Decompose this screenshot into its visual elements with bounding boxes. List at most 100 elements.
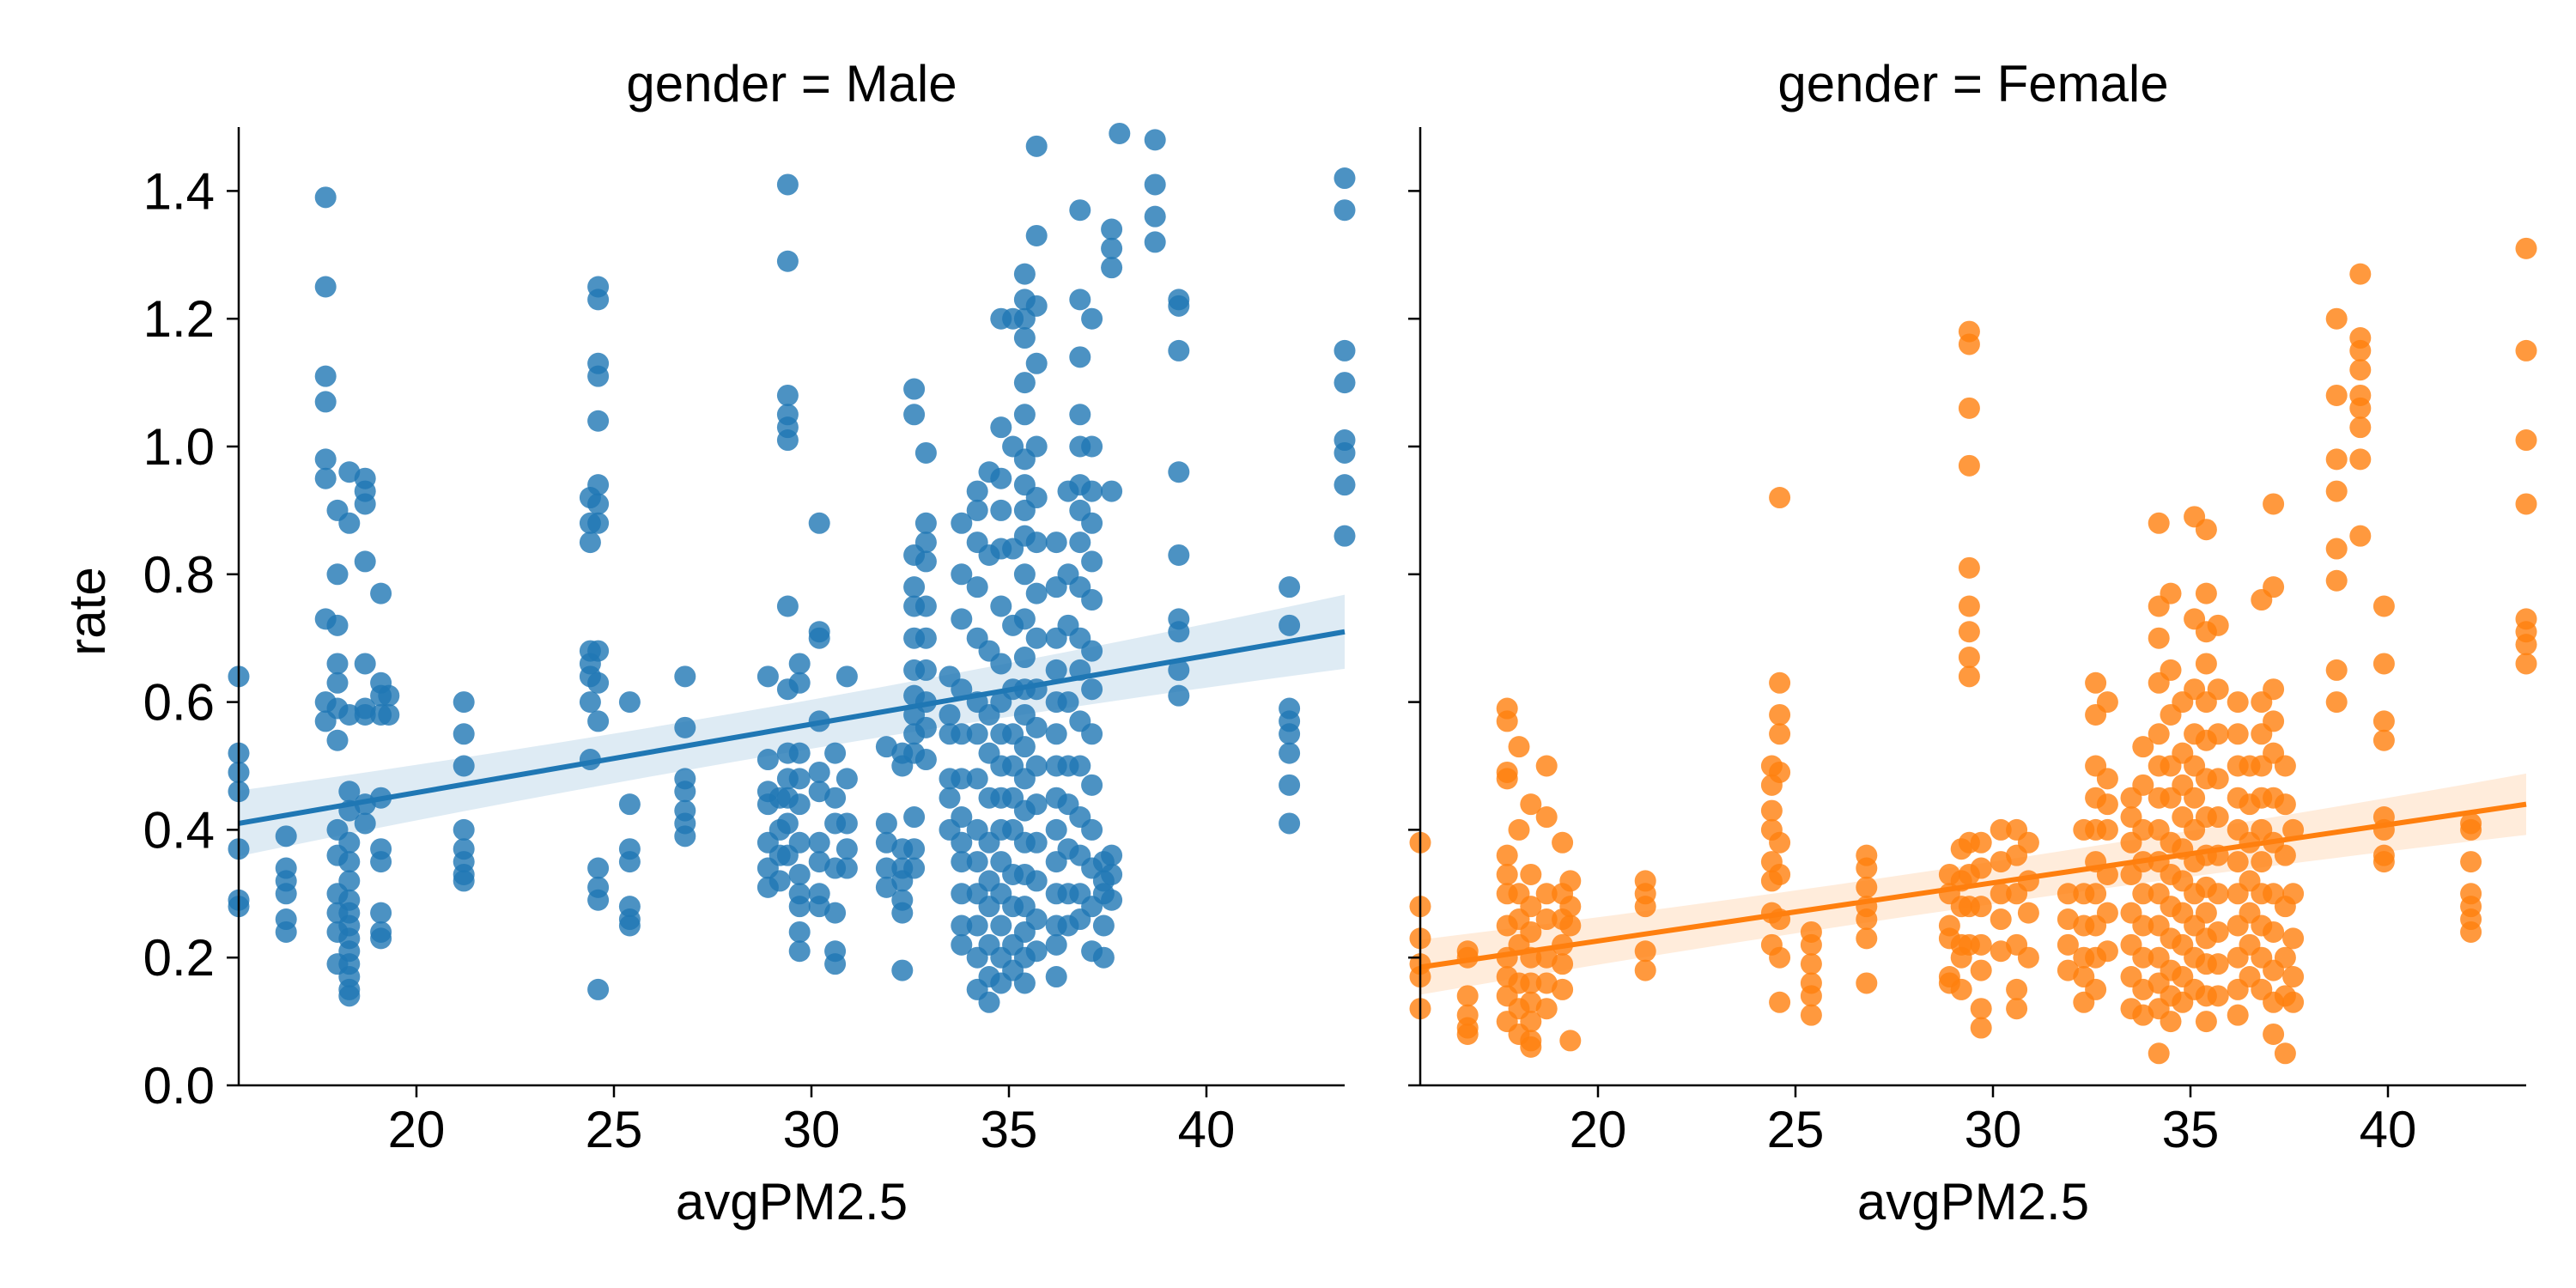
scatter-point [1970,933,1992,956]
scatter-point [951,512,973,534]
scatter-point [2096,768,2118,790]
scatter-point [618,691,641,714]
scatter-point [1958,647,1980,669]
scatter-point [2349,448,2372,471]
scatter-point [1552,831,1574,854]
scatter-point [453,818,475,841]
scatter-point [587,857,610,879]
scatter-point [1970,1017,1992,1039]
scatter-point [903,378,926,400]
panel-title-female: gender = Female [1777,55,2168,112]
scatter-point [618,914,641,937]
scatter-point [2207,985,2229,1007]
scatter-point [1081,678,1103,701]
scatter-point [914,441,937,464]
y-tick-label: 0.4 [143,801,215,859]
x-tick-label: 30 [1965,1101,2022,1158]
panel-title-male: gender = Male [626,55,957,112]
scatter-point [1769,831,1791,854]
scatter-point [1013,736,1036,758]
scatter-point [1025,435,1048,458]
scatter-point [914,749,937,771]
scatter-point [587,410,610,432]
scatter-point [1279,812,1301,835]
scatter-point [314,448,337,471]
scatter-point [903,404,926,426]
scatter-point [2148,627,2170,649]
scatter-point [824,787,847,809]
scatter-point [1101,480,1123,502]
scatter-point [788,920,811,943]
scatter-point [674,665,696,688]
scatter-point [354,550,376,573]
scatter-point [618,851,641,873]
scatter-point [579,532,601,554]
scatter-point [808,627,830,649]
scatter-point [2096,691,2118,714]
scatter-point [914,716,937,738]
scatter-point [587,474,610,496]
scatter-point [1760,799,1783,822]
scatter-point [2282,966,2305,988]
scatter-point [903,857,926,879]
scatter-point [835,812,858,835]
scatter-point [2184,787,2206,809]
scatter-point [1800,953,1822,975]
scatter-point [1025,487,1048,509]
x-axis-label-female: avgPM2.5 [1857,1173,2089,1230]
scatter-point [587,493,610,515]
scatter-point [1856,857,1878,879]
scatter-point [2096,940,2118,963]
scatter-point [1559,896,1582,918]
scatter-point [1279,576,1301,598]
scatter-point [1168,659,1190,681]
scatter-point [2282,818,2305,841]
scatter-point [2207,614,2229,636]
scatter-point [2132,736,2154,758]
scatter-point [951,933,973,956]
y-tick-label: 1.4 [143,162,215,220]
scatter-point [756,749,779,771]
scatter-point [1535,883,1558,905]
y-axis-label: rate [58,567,116,655]
scatter-point [2195,653,2217,675]
scatter-point [453,870,475,892]
scatter-point [951,563,973,586]
scatter-point [1013,563,1036,586]
scatter-point [788,671,811,694]
scatter-point [1800,933,1822,956]
scatter-point [1069,346,1091,368]
scatter-point [1025,582,1048,605]
scatter-point [1334,474,1356,496]
scatter-point [1101,889,1123,911]
scatter-point [966,480,988,502]
scatter-point [788,742,811,764]
scatter-point [1013,327,1036,349]
scatter-point [1279,723,1301,745]
scatter-point [914,659,937,681]
scatter-point [326,563,349,586]
scatter-point [275,825,297,848]
scatter-point [2349,339,2372,361]
scatter-point [788,653,811,675]
scatter-point [1520,972,1542,994]
scatter-point [453,691,475,714]
scatter-point [788,896,811,918]
scatter-point [1168,684,1190,707]
scatter-point [2325,538,2348,560]
scatter-point [1334,199,1356,222]
scatter-point [2349,416,2372,439]
scatter-point [2274,946,2296,969]
scatter-point [835,857,858,879]
scatter-point [2195,902,2217,924]
scatter-point [939,703,961,726]
scatter-point [2227,723,2249,745]
scatter-point [2515,634,2537,656]
scatter-point [2017,831,2039,854]
scatter-point [2085,978,2107,1000]
scatter-point [990,499,1012,521]
scatter-point [2057,883,2079,905]
scatter-point [1334,372,1356,394]
scatter-point [966,576,988,598]
